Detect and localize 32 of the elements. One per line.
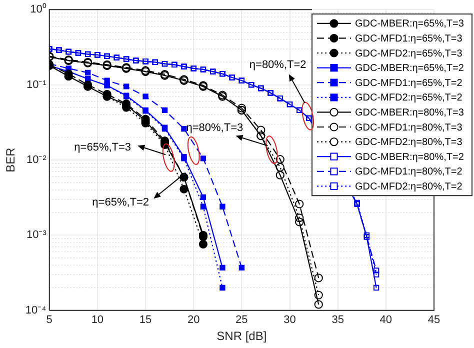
x-tick-label: 30 <box>284 314 296 326</box>
y-axis-title: BER <box>4 147 18 172</box>
y-tick-label: 10⁻² <box>26 154 47 166</box>
legend-label: GDC-MBER:η=65%,T=3 <box>355 18 464 30</box>
legend-label: GDC-MFD1:η=65%,T=2 <box>355 78 463 89</box>
y-tick-label: 10⁻⁴ <box>25 304 47 316</box>
x-tick-label: 5 <box>46 314 52 326</box>
legend-label: GDC-MFD1:η=80%,T=3 <box>355 122 463 134</box>
legend-label: GDC-MBER:η=80%,T=2 <box>355 152 464 163</box>
legend-label: GDC-MFD2:η=80%,T=3 <box>355 137 463 148</box>
y-tick-label: 10⁰ <box>30 2 46 16</box>
legend-label: GDC-MFD2:η=80%,T=2 <box>355 181 463 192</box>
y-tick-label: 10⁻³ <box>26 229 47 242</box>
x-tick-label: 15 <box>139 314 152 326</box>
x-tick-label: 35 <box>332 314 344 326</box>
annotation: η=80%,T=3 <box>186 122 244 134</box>
legend-label: GDC-MBER:η=65%,T=2 <box>355 63 464 74</box>
legend-label: GDC-MFD1:η=65%,T=3 <box>355 33 463 44</box>
x-axis-title: SNR [dB] <box>216 329 267 344</box>
x-tick-label: 40 <box>380 314 392 326</box>
annotation: η=80%,T=2 <box>249 59 306 72</box>
legend-label: GDC-MFD2:η=65%,T=2 <box>355 92 463 104</box>
x-tick-label: 10 <box>91 314 104 326</box>
y-tick-label: 10⁻¹ <box>26 78 47 91</box>
legend-label: GDC-MBER:η=80%,T=3 <box>355 107 464 118</box>
x-tick-label: 45 <box>428 314 440 326</box>
x-tick-label: 20 <box>187 314 200 326</box>
legend-label: GDC-MFD1:η=80%,T=2 <box>355 166 463 178</box>
legend-label: GDC-MFD2:η=65%,T=3 <box>355 48 463 60</box>
annotation: η=65%,T=3 <box>74 142 132 154</box>
annotation: η=65%,T=2 <box>92 196 150 209</box>
x-tick-label: 25 <box>236 314 248 326</box>
